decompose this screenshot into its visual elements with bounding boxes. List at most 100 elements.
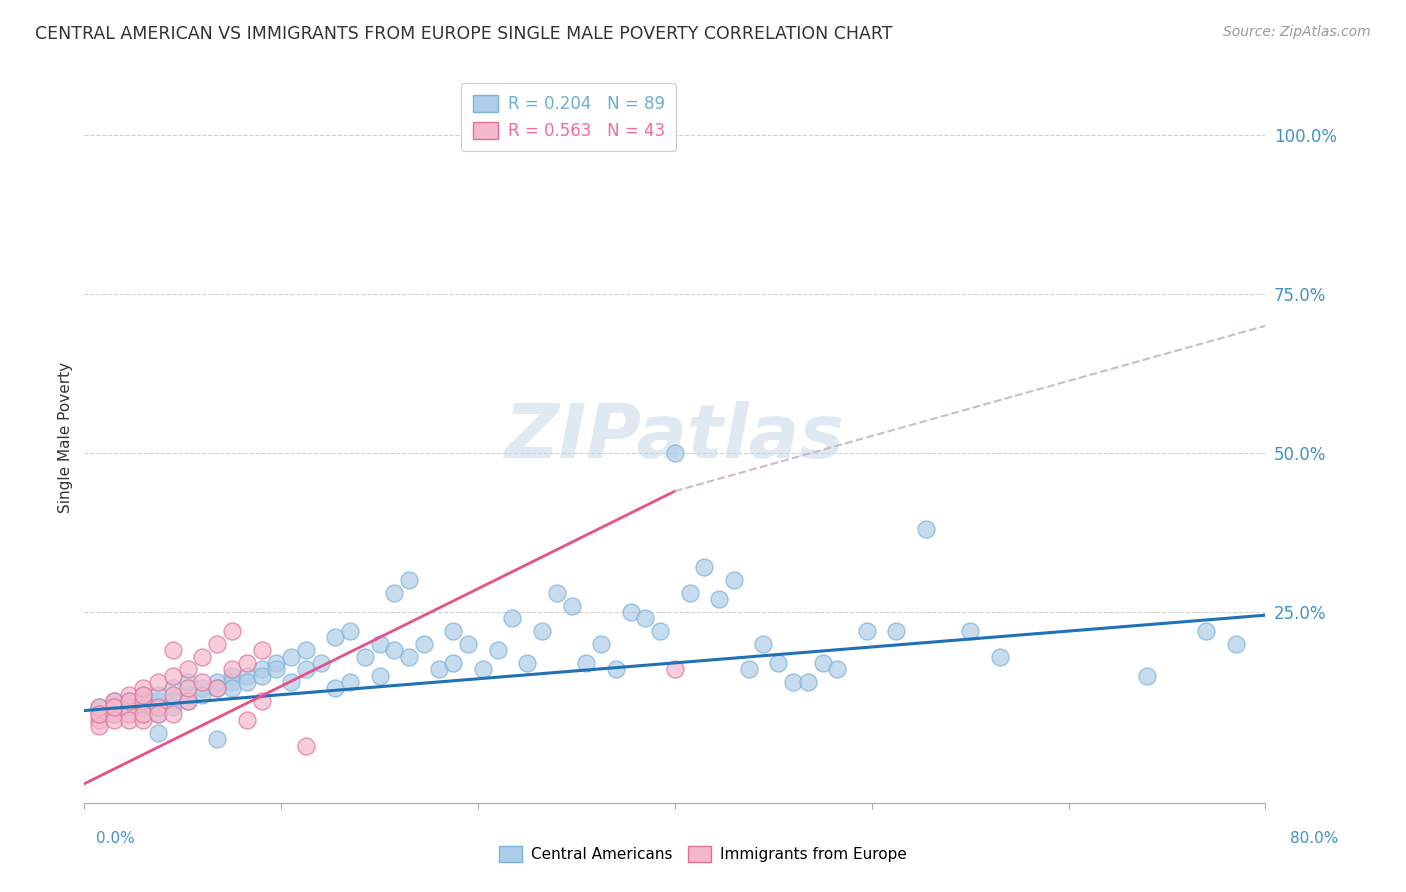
- Point: [221, 624, 243, 638]
- Point: [441, 656, 464, 670]
- Point: [132, 688, 155, 702]
- Point: [723, 573, 745, 587]
- Point: [221, 668, 243, 682]
- Point: [264, 662, 288, 676]
- Point: [162, 681, 184, 696]
- Legend: Central Americans, Immigrants from Europe: Central Americans, Immigrants from Europ…: [494, 840, 912, 868]
- Point: [560, 599, 583, 613]
- Point: [235, 668, 259, 682]
- Point: [1195, 624, 1218, 638]
- Point: [162, 694, 184, 708]
- Point: [162, 706, 184, 721]
- Point: [103, 713, 125, 727]
- Point: [118, 713, 141, 727]
- Point: [634, 611, 657, 625]
- Point: [205, 681, 228, 696]
- Point: [398, 649, 420, 664]
- Point: [605, 662, 627, 676]
- Point: [709, 592, 731, 607]
- Point: [235, 675, 259, 690]
- Point: [103, 700, 125, 714]
- Text: Source: ZipAtlas.com: Source: ZipAtlas.com: [1223, 25, 1371, 39]
- Point: [132, 694, 155, 708]
- Point: [103, 700, 125, 714]
- Point: [205, 637, 228, 651]
- Point: [205, 681, 228, 696]
- Point: [664, 446, 686, 460]
- Point: [546, 586, 568, 600]
- Point: [768, 656, 790, 670]
- Point: [988, 649, 1011, 664]
- Point: [354, 649, 377, 664]
- Point: [191, 649, 214, 664]
- Point: [472, 662, 495, 676]
- Point: [827, 662, 849, 676]
- Point: [132, 700, 155, 714]
- Point: [486, 643, 509, 657]
- Point: [664, 662, 686, 676]
- Point: [87, 713, 111, 727]
- Point: [103, 694, 125, 708]
- Point: [914, 522, 936, 536]
- Point: [886, 624, 908, 638]
- Point: [148, 700, 170, 714]
- Point: [782, 675, 804, 690]
- Point: [323, 631, 347, 645]
- Point: [250, 662, 273, 676]
- Point: [427, 662, 450, 676]
- Point: [177, 675, 200, 690]
- Point: [339, 675, 361, 690]
- Point: [752, 637, 775, 651]
- Point: [191, 675, 214, 690]
- Point: [250, 694, 273, 708]
- Point: [295, 662, 318, 676]
- Point: [118, 694, 141, 708]
- Point: [398, 573, 420, 587]
- Point: [855, 624, 877, 638]
- Point: [148, 700, 170, 714]
- Point: [619, 128, 641, 142]
- Point: [295, 739, 318, 753]
- Point: [132, 713, 155, 727]
- Point: [132, 688, 155, 702]
- Point: [738, 662, 761, 676]
- Point: [693, 560, 716, 574]
- Point: [250, 668, 273, 682]
- Point: [87, 700, 111, 714]
- Point: [103, 706, 125, 721]
- Point: [118, 688, 141, 702]
- Point: [323, 681, 347, 696]
- Point: [441, 624, 464, 638]
- Point: [103, 700, 125, 714]
- Point: [280, 649, 302, 664]
- Legend: R = 0.204   N = 89, R = 0.563   N = 43: R = 0.204 N = 89, R = 0.563 N = 43: [461, 83, 676, 152]
- Point: [132, 706, 155, 721]
- Point: [132, 694, 155, 708]
- Point: [87, 706, 111, 721]
- Point: [118, 700, 141, 714]
- Point: [221, 675, 243, 690]
- Point: [501, 611, 523, 625]
- Point: [295, 643, 318, 657]
- Point: [264, 656, 288, 670]
- Point: [280, 675, 302, 690]
- Point: [177, 688, 200, 702]
- Point: [648, 624, 672, 638]
- Point: [191, 688, 214, 702]
- Point: [118, 700, 141, 714]
- Point: [132, 681, 155, 696]
- Point: [382, 586, 406, 600]
- Point: [959, 624, 981, 638]
- Point: [619, 605, 641, 619]
- Point: [118, 706, 141, 721]
- Point: [1136, 668, 1159, 682]
- Point: [177, 662, 200, 676]
- Point: [87, 719, 111, 733]
- Point: [339, 624, 361, 638]
- Point: [162, 668, 184, 682]
- Point: [148, 706, 170, 721]
- Point: [796, 675, 818, 690]
- Point: [132, 700, 155, 714]
- Point: [221, 681, 243, 696]
- Text: CENTRAL AMERICAN VS IMMIGRANTS FROM EUROPE SINGLE MALE POVERTY CORRELATION CHART: CENTRAL AMERICAN VS IMMIGRANTS FROM EURO…: [35, 25, 893, 43]
